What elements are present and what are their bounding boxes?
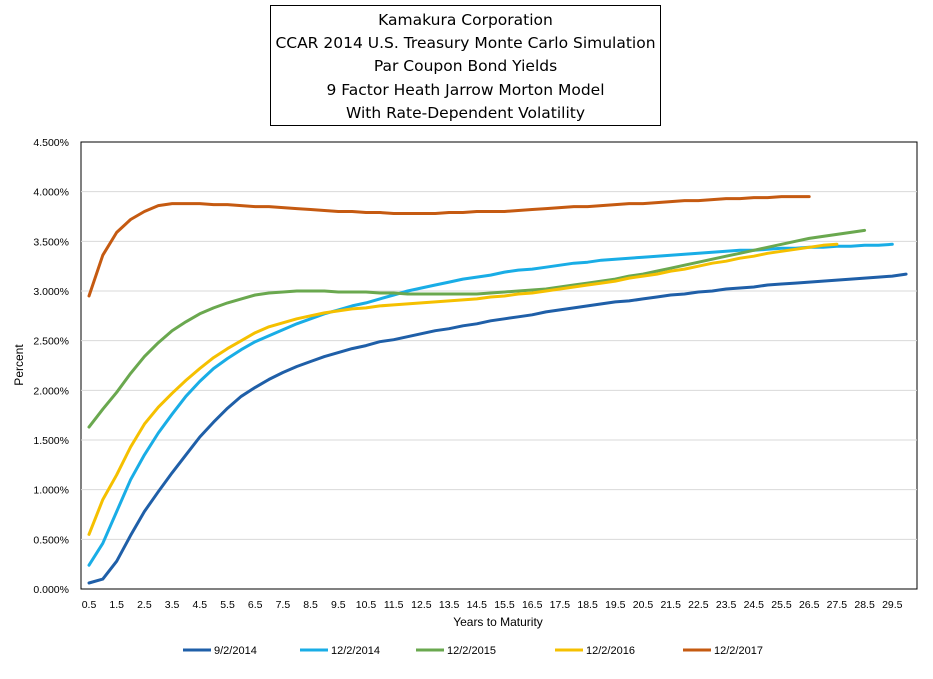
x-tick-label: 4.5 bbox=[192, 599, 207, 611]
y-tick-label: 3.000% bbox=[33, 286, 69, 298]
x-tick-label: 18.5 bbox=[577, 599, 598, 611]
y-tick-label: 3.500% bbox=[33, 236, 69, 248]
y-tick-label: 2.500% bbox=[33, 336, 69, 348]
x-tick-label: 23.5 bbox=[716, 599, 737, 611]
plot-area-border bbox=[80, 141, 918, 590]
x-tick-label: 12.5 bbox=[411, 599, 432, 611]
x-tick-label: 10.5 bbox=[356, 599, 377, 611]
x-tick-label: 19.5 bbox=[605, 599, 626, 611]
legend-label: 12/2/2016 bbox=[586, 645, 635, 657]
x-tick-label: 7.5 bbox=[276, 599, 291, 611]
x-tick-label: 0.5 bbox=[82, 599, 97, 611]
y-tick-label: 1.000% bbox=[33, 485, 69, 497]
x-tick-label: 5.5 bbox=[220, 599, 235, 611]
title-line-1: Kamakura Corporation bbox=[378, 11, 553, 29]
x-tick-label: 3.5 bbox=[165, 599, 180, 611]
series-line-12/2/2015 bbox=[87, 228, 867, 429]
series-line-9/2/2014 bbox=[87, 272, 908, 585]
y-tick-label: 1.500% bbox=[33, 435, 69, 447]
x-tick-label: 16.5 bbox=[522, 599, 543, 611]
x-tick-label: 20.5 bbox=[633, 599, 654, 611]
x-tick-label: 21.5 bbox=[660, 599, 681, 611]
x-tick-label: 24.5 bbox=[744, 599, 765, 611]
legend-label: 9/2/2014 bbox=[214, 645, 257, 657]
title-line-5: With Rate-Dependent Volatility bbox=[345, 103, 586, 122]
x-tick-label: 27.5 bbox=[827, 599, 848, 611]
series-lines bbox=[87, 195, 908, 585]
legend-label: 12/2/2015 bbox=[447, 645, 496, 657]
x-axis-label: Years to Maturity bbox=[453, 615, 543, 629]
chart-title-box: Kamakura Corporation CCAR 2014 U.S. Trea… bbox=[270, 5, 661, 126]
y-axis-ticks: 0.000% 0.500% 1.000% 1.500% 2.000% 2.500% 3.00… bbox=[33, 137, 69, 596]
x-tick-label: 15.5 bbox=[494, 599, 515, 611]
legend-label: 12/2/2017 bbox=[714, 645, 763, 657]
x-tick-label: 22.5 bbox=[688, 599, 709, 611]
y-tick-label: 0.500% bbox=[33, 534, 69, 546]
y-tick-label: 2.000% bbox=[33, 385, 69, 397]
title-line-4: 9 Factor Heath Jarrow Morton Model bbox=[326, 80, 605, 99]
x-tick-label: 14.5 bbox=[467, 599, 488, 611]
series-line-12/2/2017 bbox=[87, 195, 811, 298]
x-tick-label: 29.5 bbox=[882, 599, 903, 611]
legend-label: 12/2/2014 bbox=[331, 645, 380, 657]
y-tick-label: 0.000% bbox=[33, 584, 69, 596]
x-tick-label: 11.5 bbox=[384, 599, 404, 611]
gridlines bbox=[81, 191, 917, 540]
y-tick-label: 4.500% bbox=[33, 137, 69, 149]
x-tick-label: 2.5 bbox=[137, 599, 152, 611]
x-tick-label: 8.5 bbox=[303, 599, 318, 611]
x-tick-label: 26.5 bbox=[799, 599, 820, 611]
x-tick-label: 28.5 bbox=[854, 599, 875, 611]
y-axis-label: Percent bbox=[12, 344, 26, 386]
x-tick-label: 25.5 bbox=[771, 599, 792, 611]
x-tick-label: 9.5 bbox=[331, 599, 346, 611]
legend: 9/2/2014 12/2/2014 12/2/2015 12/2/2016 12/2/… bbox=[183, 645, 763, 657]
x-tick-label: 1.5 bbox=[109, 599, 124, 611]
series-line-12/2/2016 bbox=[87, 242, 839, 536]
x-tick-label: 17.5 bbox=[550, 599, 571, 611]
title-line-3: Par Coupon Bond Yields bbox=[373, 57, 558, 76]
x-tick-label: 13.5 bbox=[439, 599, 460, 611]
y-tick-label: 4.000% bbox=[33, 187, 69, 199]
x-axis-ticks: 0.5 1.5 2.5 3.5 4.5 5.5 6.5 7.5 8.5 9.5 10.5 11.5 12… bbox=[82, 599, 903, 611]
title-line-2: CCAR 2014 U.S. Treasury Monte Carlo Simu… bbox=[275, 34, 656, 53]
x-tick-label: 6.5 bbox=[248, 599, 263, 611]
